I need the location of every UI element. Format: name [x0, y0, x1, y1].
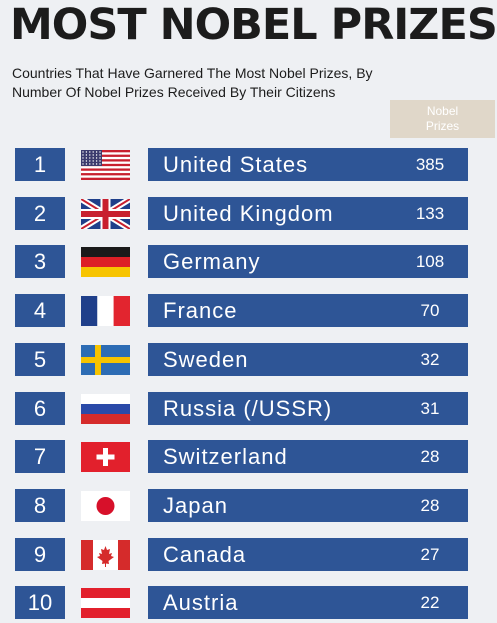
- table-row: 5 Sweden 32: [0, 342, 497, 376]
- table-row: 7 Switzerland 28: [0, 440, 497, 474]
- column-header-label: Nobel Prizes: [425, 104, 460, 133]
- country-bar: [148, 488, 468, 522]
- prize-count: 108: [415, 252, 445, 272]
- table-row: 9 Canada 27: [0, 537, 497, 571]
- country-name: France: [163, 298, 238, 324]
- rank-label: 5: [15, 342, 65, 376]
- prize-count: 22: [420, 593, 440, 613]
- rank-label: 10: [15, 586, 65, 620]
- table-row: 1 United States 385: [0, 148, 497, 181]
- prize-count: 28: [420, 495, 440, 515]
- rank-label: 8: [15, 488, 65, 522]
- country-name: Switzerland: [163, 444, 288, 470]
- prize-count: 70: [420, 301, 440, 321]
- country-bar: [148, 391, 468, 425]
- country-bar: [148, 294, 468, 328]
- russia-flag-icon: [81, 393, 130, 424]
- country-bar: [148, 537, 468, 571]
- table-row: 3 Germany 108: [0, 245, 497, 279]
- country-name: Germany: [163, 249, 261, 275]
- uk-flag-icon: [79, 196, 132, 232]
- germany-flag-icon: [81, 247, 130, 278]
- prize-count: 31: [420, 398, 440, 418]
- table-row: 10 Austria 22: [0, 586, 497, 620]
- prize-count: 28: [420, 447, 440, 467]
- country-bar: [148, 440, 468, 474]
- page-subtitle: Countries That Have Garnered The Most No…: [12, 65, 373, 100]
- switzerland-flag-icon: [81, 442, 130, 473]
- france-flag-icon: [81, 296, 130, 327]
- prize-count: 385: [415, 155, 445, 174]
- sweden-flag-icon: [81, 344, 130, 375]
- rank-label: 6: [15, 391, 65, 425]
- country-bar: [148, 342, 468, 376]
- page-title: MOST NOBEL PRIZES: [10, 0, 497, 50]
- table-row: 4 France 70: [0, 294, 497, 328]
- us-flag-icon: [81, 150, 130, 181]
- canada-flag-icon: [81, 539, 130, 570]
- country-name: Austria: [163, 590, 239, 616]
- country-bar: [148, 586, 468, 620]
- country-name: Canada: [163, 541, 247, 567]
- country-name: Japan: [163, 492, 228, 518]
- rank-label: 9: [15, 537, 65, 571]
- country-name: Sweden: [163, 346, 249, 372]
- japan-flag-icon: [81, 490, 130, 521]
- rank-label: 2: [15, 196, 65, 230]
- rank-label: 4: [15, 294, 65, 328]
- country-bar: [148, 148, 468, 181]
- country-name: United States: [163, 152, 309, 177]
- country-bar: [148, 245, 468, 279]
- austria-flag-icon: [81, 588, 130, 619]
- table-row: 6 Russia (/USSR) 31: [0, 391, 497, 425]
- country-bar: [148, 196, 468, 230]
- table-row: 8 Japan 28: [0, 488, 497, 522]
- country-name: United Kingdom: [163, 200, 334, 226]
- rank-label: 1: [15, 148, 65, 181]
- prize-count: 27: [420, 544, 440, 564]
- column-header-nobel-prizes: Nobel Prizes: [390, 100, 495, 138]
- rank-label: 7: [15, 440, 65, 474]
- prize-count: 32: [420, 349, 440, 369]
- rank-label: 3: [15, 245, 65, 279]
- table-row: 2 United Kingdom 133: [0, 196, 497, 232]
- country-name: Russia (/USSR): [163, 395, 333, 421]
- prize-count: 133: [415, 203, 445, 223]
